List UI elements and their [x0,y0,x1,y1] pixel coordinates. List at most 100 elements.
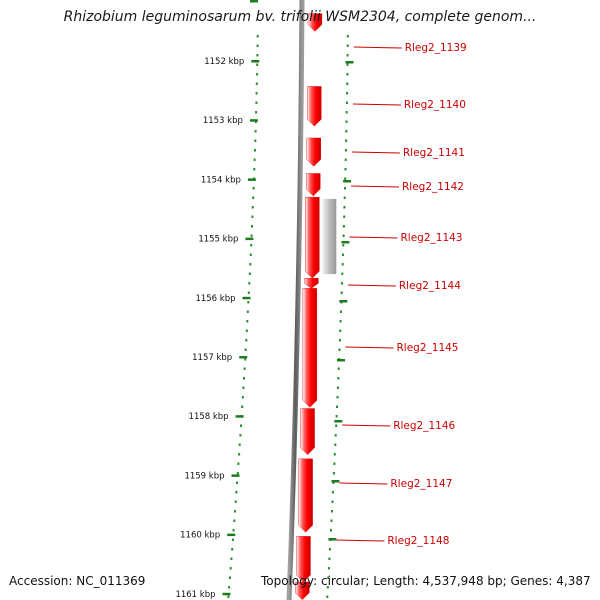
gene-label-leader [345,346,394,349]
gene-label[interactable]: Rleg2_1139 [405,42,467,54]
scale-dot [233,519,236,522]
scale-tick-label: 1155 kbp [198,235,238,245]
scale-dot [248,282,251,285]
scale-dot [340,310,342,313]
gene-arrow[interactable] [302,288,318,408]
scale-dot [230,557,233,560]
gene-label[interactable]: Rleg2_1145 [397,342,459,354]
scale-tick [250,0,258,3]
scale-dot [245,329,248,332]
scale-dot [256,44,259,47]
gene-labels: Rleg2_1139 Rleg2_1140 Rleg2_1141 Rleg2_1142… [328,42,467,547]
scale-dot [344,149,347,152]
scale-dot [249,263,252,266]
gene-arrow[interactable] [296,536,311,583]
scale-dot [254,130,257,133]
gene-label[interactable]: Rleg2_1141 [403,147,465,159]
scale-dot [345,139,348,142]
gene-label-leader [349,236,398,239]
accession-text: Accession: NC_011369 [9,574,146,588]
scale-dot [232,529,235,532]
scale-tick [247,178,256,181]
scale-dot [256,35,259,38]
scale-dot [244,358,247,361]
gene-arrow[interactable] [295,581,310,600]
scale-dot [253,168,256,171]
scale-dot [338,348,341,351]
scale-tick-label: 1159 kbp [184,471,224,481]
scale-dot [252,187,255,190]
scale-dot [328,548,331,551]
gene-label-leader [350,185,400,188]
gene-label-leader [339,482,388,485]
scale-dot [336,386,339,389]
scale-dot [339,320,342,323]
scale-dot [341,282,343,285]
scale-dot [252,196,255,199]
scale-tick [239,356,248,359]
right-scale-dots [326,35,349,598]
genome-backbone-ring [286,0,305,600]
scale-dot [331,491,334,494]
scale-dot [256,63,259,66]
scale-dot [247,301,250,304]
scale-dot [231,538,234,541]
gene-label[interactable]: Rleg2_1140 [404,99,466,111]
gene-label[interactable]: Rleg2_1148 [387,535,449,547]
gene-arrow[interactable] [304,278,319,289]
scale-dot [251,206,254,209]
scale-dot [235,491,238,494]
scale-dot [238,443,241,446]
scale-tick [339,300,348,303]
scale-dot [328,557,331,560]
scale-dot [228,586,231,589]
scale-dot [332,481,335,484]
gene-label-leader [351,151,400,154]
scale-dot [327,567,330,570]
scale-dot [346,73,349,76]
gene-arrow[interactable] [300,408,315,455]
scale-dot [344,158,347,161]
gene-arrow[interactable] [307,13,323,32]
scale-dot [337,367,340,370]
scale-dot [240,424,242,427]
scale-dot [247,291,250,294]
scale-dot [253,158,256,161]
scale-dot [336,396,339,399]
gene-label[interactable]: Rleg2_1146 [393,420,455,432]
scale-dot [346,63,349,66]
gene-arrow[interactable] [306,173,321,197]
scale-dot [241,405,244,408]
scale-dot [255,111,258,114]
scale-tick [345,61,354,64]
scale-dot [244,348,247,351]
scale-dot [231,548,234,551]
gene-label[interactable]: Rleg2_1147 [390,478,452,490]
scale-tick [331,480,340,483]
scale-dot [242,386,245,389]
scale-dot [241,396,244,399]
scale-dot [344,187,346,190]
scale-dot [243,367,246,370]
gene-arrow[interactable] [306,137,321,167]
topology-stats-text: Topology: circular; Length: 4,537,948 bp… [261,574,591,588]
scale-dot [255,92,258,95]
gene-arrow[interactable] [307,86,322,127]
secondary-feature [322,198,337,275]
scale-dot [248,272,251,275]
scale-dot [339,329,342,332]
scale-tick [328,538,337,541]
gene-arrow[interactable] [298,458,313,533]
gene-label[interactable]: Rleg2_1143 [401,232,463,244]
scale-dot [336,405,338,408]
gene-arrow[interactable] [305,196,320,279]
scale-tick [343,180,352,183]
scale-tick [245,237,254,241]
scale-dot [337,377,340,380]
gene-label[interactable]: Rleg2_1144 [399,280,461,292]
scale-dot [246,320,249,323]
scale-tick [222,592,231,596]
scale-tick-label: 1153 kbp [203,116,243,126]
gene-label[interactable]: Rleg2_1142 [402,181,464,193]
scale-dot [251,225,253,228]
